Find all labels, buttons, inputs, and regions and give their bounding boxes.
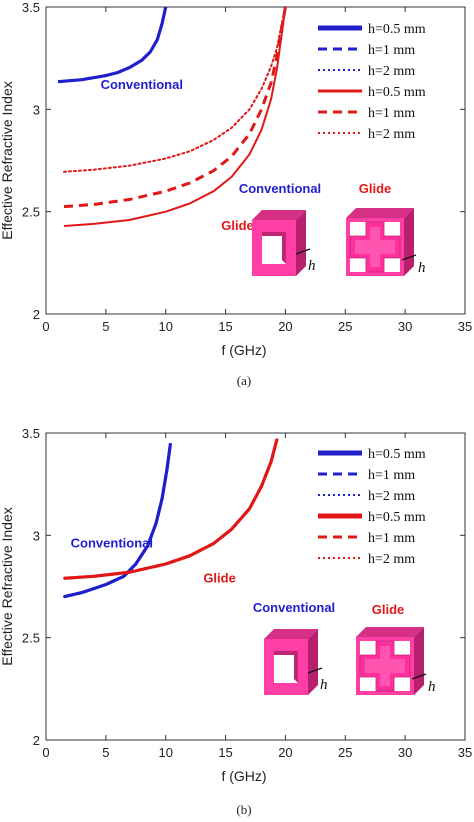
series-line-4 — [63, 6, 287, 227]
conventional-cell-inner-shade — [262, 232, 286, 264]
panel-caption: (a) — [237, 373, 251, 388]
x-tick-label: 25 — [338, 745, 352, 760]
x-tick-label: 30 — [398, 745, 412, 760]
thickness-arrow — [295, 248, 311, 255]
legend-entry-label: h=2 mm — [368, 552, 415, 567]
thickness-label-h: h — [320, 677, 328, 693]
x-tick-label: 10 — [158, 745, 172, 760]
conventional-cell-top-face — [264, 629, 318, 639]
series-line-4 — [63, 438, 279, 580]
glide-cell-corner-cutouts — [360, 641, 410, 691]
panel-caption: (b) — [236, 802, 251, 817]
y-tick-label: 3.5 — [22, 426, 40, 441]
chart-panel-1: 0 5 10 15 20 25 30 35 2 2.5 3 3.5 f (GHz) Effective R… — [0, 0, 472, 388]
y-tick-label: 3 — [33, 528, 40, 543]
plot-area-frame — [45, 6, 466, 315]
glide-cell-cross-highlight — [365, 646, 405, 686]
legend-entry-label: h=0.5 mm — [368, 85, 426, 100]
legend-entry-label: h=0.5 mm — [368, 510, 426, 525]
x-tick-label: 15 — [218, 745, 232, 760]
chart-panel-2: 0 5 10 15 20 25 30 35 2 2.5 3 3.5 f (GHz) Effective R… — [0, 426, 472, 817]
series-line-3 — [63, 442, 172, 598]
series-line-5 — [63, 6, 287, 209]
conventional-cell-top-face — [252, 210, 306, 220]
series-line-6 — [63, 438, 278, 580]
glide-cell-corner-cutouts — [350, 222, 400, 272]
x-tick-label: 20 — [278, 745, 292, 760]
legend-entry-label: h=1 mm — [368, 43, 415, 58]
y-axis-label: Effective Refractive Index — [0, 507, 15, 665]
x-tick-label: 35 — [458, 319, 472, 334]
conventional-cell-inner-shade — [274, 651, 298, 683]
inset-conventional-cell — [264, 629, 318, 695]
x-tick-label: 25 — [338, 319, 352, 334]
x-tick-label: 0 — [42, 319, 49, 334]
conventional-cell-side-face — [308, 629, 318, 695]
legend-entry-label: h=2 mm — [368, 489, 415, 504]
series-line-5 — [63, 438, 279, 580]
thickness-arrow — [411, 673, 427, 680]
x-tick-label: 20 — [278, 319, 292, 334]
inset-label-conventional: Conventional — [239, 181, 321, 196]
conventional-cell-front-face — [252, 220, 296, 276]
legend-entry-label: h=1 mm — [368, 531, 415, 546]
x-axis-label: f (GHz) — [221, 768, 266, 784]
y-axis-label: Effective Refractive Index — [0, 81, 15, 239]
thickness-label-h: h — [428, 679, 436, 695]
inset-label-conventional: Conventional — [253, 600, 335, 615]
annotation-label: Glide — [203, 570, 236, 585]
glide-cell-cross-highlight — [355, 227, 395, 267]
legend-entry-label: h=0.5 mm — [368, 447, 426, 462]
inset-glide-cell — [346, 208, 414, 276]
conventional-cell-front-face — [264, 639, 308, 695]
y-tick-label: 3.5 — [22, 0, 40, 15]
y-tick-label: 3 — [33, 102, 40, 117]
glide-cell-side-face — [414, 627, 424, 695]
x-tick-label: 0 — [42, 745, 49, 760]
legend-entry-label: h=0.5 mm — [368, 22, 426, 37]
thickness-arrow — [307, 667, 323, 674]
series-line-1 — [57, 6, 168, 84]
legend: h=0.5 mm h=1 mm h=2 mm h=0.5 mm h=1 mm h=2 mm — [318, 22, 426, 142]
x-tick-label: 5 — [102, 745, 109, 760]
x-axis-label: f (GHz) — [221, 342, 266, 358]
legend-entry-label: h=2 mm — [368, 64, 415, 79]
annotation-label: Conventional — [101, 77, 183, 92]
conventional-cell-side-face — [296, 210, 306, 276]
x-tick-label: 35 — [458, 745, 472, 760]
inset-glide-cell — [356, 627, 424, 695]
thickness-arrow — [401, 254, 417, 261]
inset-label-glide: Glide — [359, 181, 392, 196]
series-line-6 — [63, 6, 287, 173]
glide-cell-top-face — [346, 208, 414, 218]
inset-label-glide: Glide — [372, 602, 405, 617]
x-tick-label: 10 — [158, 319, 172, 334]
y-tick-label: 2.5 — [22, 205, 40, 220]
y-tick-label: 2 — [33, 307, 40, 322]
inset-conventional-cell — [252, 210, 306, 276]
glide-cell-top-face — [356, 627, 424, 637]
legend: h=0.5 mm h=1 mm h=2 mm h=0.5 mm h=1 mm h=2 mm — [318, 447, 426, 567]
x-tick-label: 5 — [102, 319, 109, 334]
legend-entry-label: h=1 mm — [368, 106, 415, 121]
glide-cell-side-face — [404, 208, 414, 276]
thickness-label-h: h — [418, 260, 426, 276]
y-tick-label: 2.5 — [22, 631, 40, 646]
x-tick-label: 15 — [218, 319, 232, 334]
y-tick-label: 2 — [33, 733, 40, 748]
legend-entry-label: h=2 mm — [368, 127, 415, 142]
annotation-label: Conventional — [71, 536, 153, 551]
annotation-label: Glide — [221, 218, 254, 233]
plot-area-frame — [45, 432, 466, 741]
x-tick-label: 30 — [398, 319, 412, 334]
thickness-label-h: h — [308, 258, 316, 274]
legend-entry-label: h=1 mm — [368, 468, 415, 483]
